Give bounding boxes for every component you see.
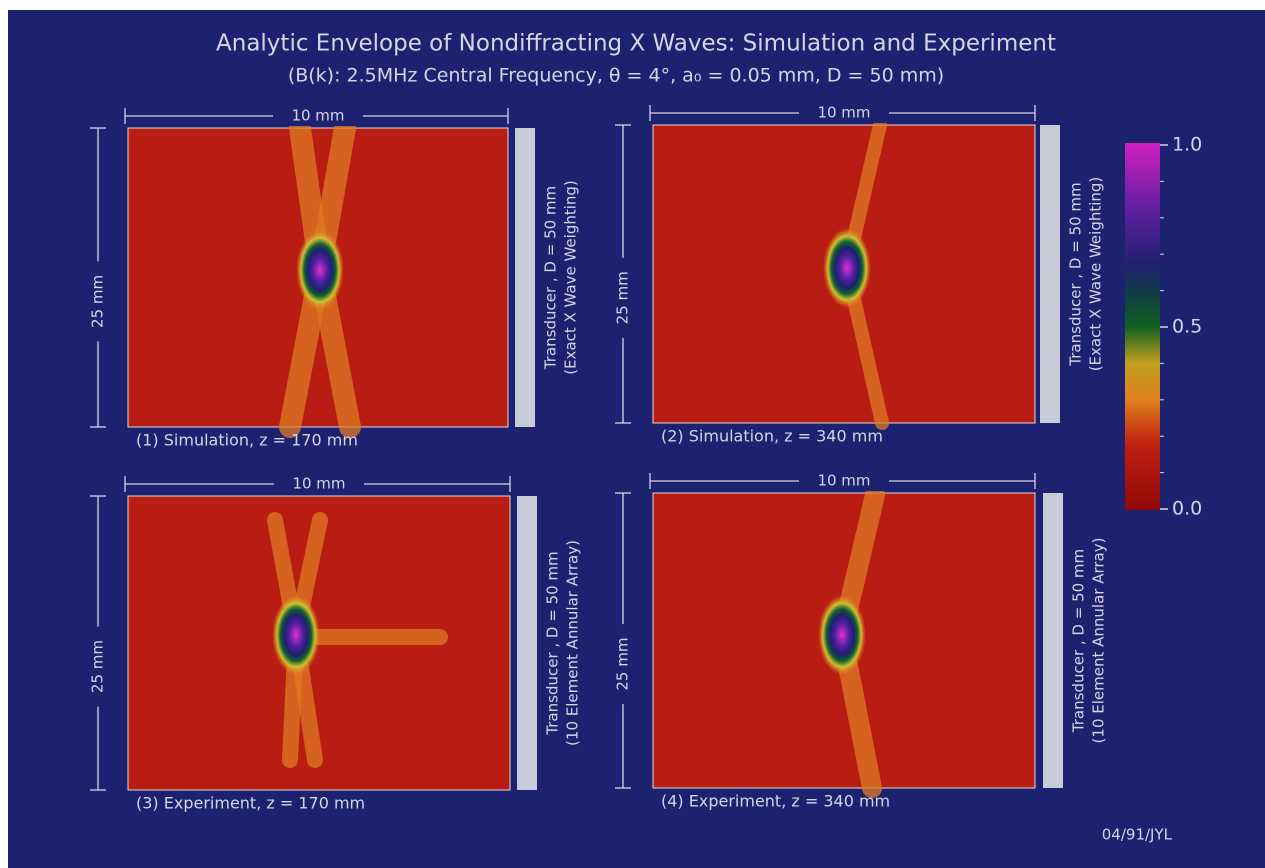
colorbar-tick-label: 0.0 xyxy=(1172,498,1202,520)
colorbar xyxy=(1125,143,1160,510)
wave-peak xyxy=(296,230,344,310)
transducer-strip xyxy=(1040,125,1060,423)
figure: Analytic Envelope of Nondiffracting X Wa… xyxy=(0,0,1265,868)
panel-caption: (4) Experiment, z = 340 mm xyxy=(661,792,890,811)
transducer-label: Transducer , D = 50 mm xyxy=(542,186,560,370)
colorbar-tick-label: 1.0 xyxy=(1172,134,1202,156)
transducer-label: (Exact X Wave Weighting) xyxy=(1087,177,1105,372)
transducer-label: Transducer , D = 50 mm xyxy=(1067,182,1085,366)
panel-caption: (2) Simulation, z = 340 mm xyxy=(661,427,883,446)
width-label: 10 mm xyxy=(292,475,345,493)
width-label: 10 mm xyxy=(817,104,870,122)
height-label: 25 mm xyxy=(89,275,107,328)
transducer-label: (Exact X Wave Weighting) xyxy=(562,180,580,375)
wave-peak xyxy=(272,595,320,675)
subtitle: (B(k): 2.5MHz Central Frequency, θ = 4°,… xyxy=(288,65,944,87)
footer: 04/91/JYL xyxy=(1102,826,1173,844)
transducer-label: (10 Element Annular Array) xyxy=(1090,538,1108,744)
height-label: 25 mm xyxy=(89,640,107,693)
width-label: 10 mm xyxy=(817,472,870,490)
wave-peak xyxy=(818,595,866,675)
height-label: 25 mm xyxy=(614,638,632,691)
height-label: 25 mm xyxy=(614,271,632,324)
transducer-strip xyxy=(515,128,535,427)
transducer-strip xyxy=(1043,493,1063,788)
transducer-label: Transducer , D = 50 mm xyxy=(1070,549,1088,733)
title: Analytic Envelope of Nondiffracting X Wa… xyxy=(216,31,1056,57)
panel-caption: (1) Simulation, z = 170 mm xyxy=(136,431,358,450)
panel-caption: (3) Experiment, z = 170 mm xyxy=(136,794,365,813)
width-label: 10 mm xyxy=(291,107,344,125)
transducer-strip xyxy=(517,496,537,790)
transducer-label: (10 Element Annular Array) xyxy=(564,540,582,746)
transducer-label: Transducer , D = 50 mm xyxy=(544,551,562,735)
colorbar-tick-label: 0.5 xyxy=(1172,316,1202,338)
wave-peak xyxy=(823,228,871,308)
